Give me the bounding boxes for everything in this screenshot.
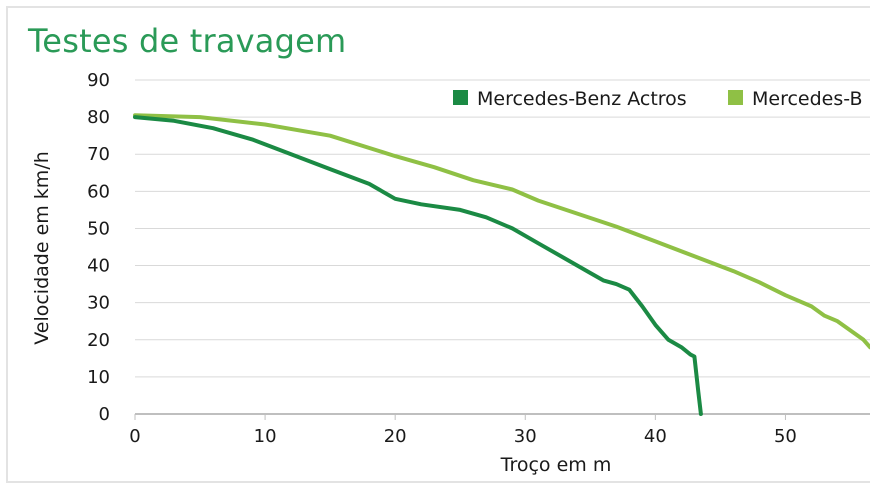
- y-tick-label: 60: [87, 181, 110, 202]
- legend: Mercedes-Benz Actros Mercedes-B: [453, 88, 862, 110]
- chart-frame: [6, 6, 870, 483]
- y-tick-label: 30: [87, 293, 110, 314]
- legend-label-actros: Mercedes-Benz Actros: [477, 88, 687, 110]
- y-tick-label: 90: [87, 70, 110, 91]
- chart-title: Testes de travagem: [28, 22, 347, 60]
- x-axis-label: Troço em m: [500, 454, 612, 476]
- x-tick-label: 10: [254, 426, 277, 447]
- y-tick-labels: 0 10 20 30 40 50 60 70 80 90: [87, 70, 110, 425]
- y-tick-label: 50: [87, 218, 110, 239]
- legend-swatch-actros: [453, 90, 468, 105]
- x-tick-label: 0: [129, 426, 140, 447]
- y-tick-label: 0: [99, 404, 110, 425]
- x-tick-label: 20: [384, 426, 407, 447]
- series-line-second: [133, 113, 870, 350]
- x-tick-label: 30: [514, 426, 537, 447]
- x-tick-labels: 0 10 20 30 40 50: [129, 414, 797, 447]
- legend-swatch-second: [728, 90, 743, 105]
- x-tick-label: 40: [644, 426, 667, 447]
- legend-label-second: Mercedes-B: [752, 88, 862, 110]
- y-tick-label: 20: [87, 330, 110, 351]
- y-axis-label: Velocidade em km/h: [31, 151, 53, 345]
- grid-lines: [135, 79, 870, 415]
- y-tick-label: 80: [87, 107, 110, 128]
- y-tick-label: 70: [87, 144, 110, 165]
- y-tick-label: 40: [87, 256, 110, 277]
- y-tick-label: 10: [87, 367, 110, 388]
- x-tick-label: 50: [774, 426, 797, 447]
- series-line-actros: [133, 115, 703, 416]
- series-lines: [133, 113, 870, 416]
